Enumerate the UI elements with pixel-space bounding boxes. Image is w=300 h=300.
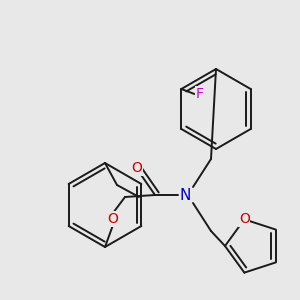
Text: N: N — [179, 188, 191, 202]
Text: O: O — [108, 212, 118, 226]
Text: O: O — [239, 212, 250, 226]
Text: F: F — [195, 87, 203, 101]
Text: O: O — [132, 161, 142, 175]
